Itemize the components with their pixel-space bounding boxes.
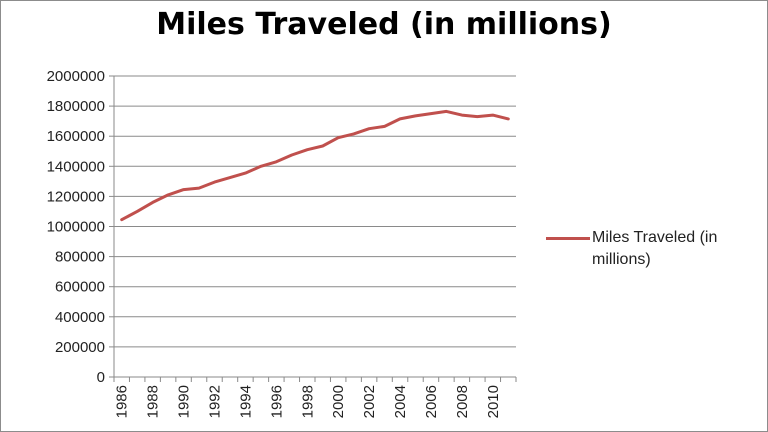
y-tick-label: 1400000: [47, 158, 105, 175]
x-tick-label: 2010: [485, 385, 502, 418]
y-tick-label: 800000: [55, 249, 105, 266]
y-tick-label: 0: [97, 369, 105, 386]
y-tick-label: 1000000: [47, 219, 105, 236]
legend-label: Miles Traveled (in millions): [592, 229, 718, 268]
y-tick-label: 1200000: [47, 188, 105, 205]
y-tick-label: 1800000: [47, 98, 105, 115]
x-tick-label: 1994: [237, 385, 254, 418]
y-tick-label: 1600000: [47, 128, 105, 145]
x-tick-label: 1998: [299, 385, 316, 418]
x-tick-label: 1996: [268, 385, 285, 418]
x-tick-label: 2000: [330, 385, 347, 418]
legend-swatch: [546, 237, 590, 240]
chart-title: Miles Traveled (in millions): [156, 7, 612, 42]
x-tick-label: 1992: [207, 385, 224, 418]
x-tick-label: 2008: [454, 385, 471, 418]
x-tick-label: 2004: [392, 385, 409, 418]
y-tick-label: 2000000: [47, 68, 105, 85]
x-tick-label: 2002: [361, 385, 378, 418]
x-tick-label: 1986: [114, 385, 131, 418]
series-line: [120, 109, 510, 222]
y-tick-label: 400000: [55, 309, 105, 326]
x-tick-label: 1988: [145, 385, 162, 418]
y-tick-label: 200000: [55, 339, 105, 356]
x-tick-label: 1990: [176, 385, 193, 418]
x-tick-label: 2006: [423, 385, 440, 418]
legend: Miles Traveled (in millions): [546, 227, 756, 271]
y-tick-label: 600000: [55, 279, 105, 296]
